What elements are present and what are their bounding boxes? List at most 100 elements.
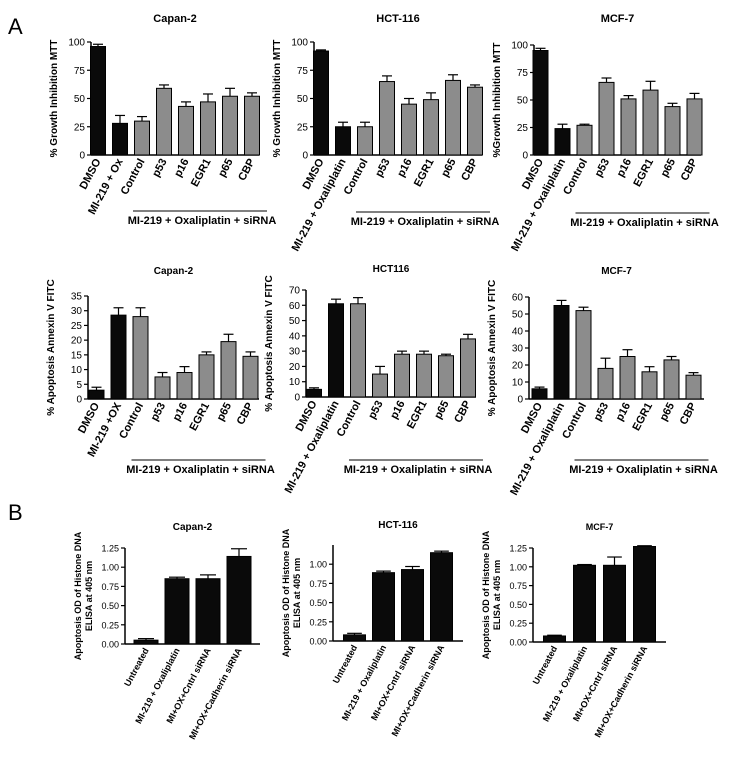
x-tick-label: p16 bbox=[615, 157, 635, 179]
bar bbox=[553, 305, 570, 400]
y-axis-label-line: Apoptosis OD of Histone DNA bbox=[73, 531, 83, 660]
x-tick-label: EGR1 bbox=[405, 399, 430, 431]
x-tick-label: p16 bbox=[388, 399, 408, 421]
bar bbox=[195, 578, 221, 645]
bar bbox=[642, 89, 659, 156]
x-tick-label: CBP bbox=[678, 401, 700, 427]
bar bbox=[154, 376, 171, 400]
panel-label-b: B bbox=[8, 500, 23, 525]
bar bbox=[313, 50, 329, 156]
chart-4: Capan-2 0 5 10 15 20 25 30 35 % Apoptosis Annexin… bbox=[46, 266, 275, 476]
chart-title: HCT116 bbox=[373, 264, 410, 275]
chart-title: Capan-2 bbox=[154, 266, 194, 277]
bar bbox=[460, 338, 476, 398]
chart-title: Capan-2 bbox=[153, 13, 196, 25]
x-tick-label: CBP bbox=[679, 157, 701, 183]
chart-8: HCT-116 0.00 0.25 0.50 0.75 1.00 Apoptosis OD … bbox=[281, 520, 463, 738]
bar bbox=[220, 341, 237, 400]
bar bbox=[532, 50, 549, 156]
y-axis-label-line: Apoptosis OD of Histone DNA bbox=[281, 528, 291, 657]
group-label: MI-219 + Oxaliplatin + siRNA bbox=[126, 464, 275, 476]
y-tick-label: 1.25 bbox=[101, 544, 119, 554]
x-tick-label: p53 bbox=[593, 157, 613, 179]
y-tick-label: 30 bbox=[71, 306, 83, 317]
y-tick-label: 0.25 bbox=[101, 620, 119, 630]
bar bbox=[620, 98, 637, 156]
bar bbox=[575, 310, 592, 400]
bar bbox=[554, 128, 571, 156]
chart-title: HCT-116 bbox=[378, 520, 418, 531]
y-tick-label: 75 bbox=[297, 66, 309, 77]
y-tick-label: 50 bbox=[289, 316, 301, 327]
y-tick-label: 0 bbox=[522, 151, 528, 162]
bar bbox=[686, 98, 703, 156]
y-tick-label: 0.25 bbox=[309, 617, 327, 627]
x-tick-label: CBP bbox=[236, 157, 258, 183]
y-axis-label-line: ELISA at 405 nm bbox=[84, 561, 94, 631]
y-axis-label-line: ELISA at 405 nm bbox=[292, 558, 302, 628]
x-tick-label: EGR1 bbox=[189, 157, 214, 189]
y-axis-label: % Apoptosis Annexin V FITC bbox=[264, 275, 275, 411]
bar bbox=[663, 359, 680, 400]
bar bbox=[88, 389, 105, 400]
y-tick-label: 20 bbox=[512, 361, 524, 372]
bar bbox=[200, 101, 216, 156]
y-tick-label: 50 bbox=[297, 94, 309, 105]
y-tick-label: 100 bbox=[68, 38, 85, 49]
y-tick-label: 10 bbox=[289, 377, 301, 388]
group-label: MI-219 + Oxaliplatin + siRNA bbox=[344, 464, 493, 476]
x-tick-label: CBP bbox=[459, 157, 481, 183]
y-tick-label: 70 bbox=[289, 286, 301, 297]
bar bbox=[176, 372, 193, 400]
y-tick-label: 0 bbox=[302, 151, 308, 162]
y-tick-label: 1.25 bbox=[509, 544, 527, 554]
y-tick-label: 10 bbox=[512, 378, 524, 389]
x-tick-label: p16 bbox=[614, 401, 634, 423]
x-tick-label: p53 bbox=[366, 399, 386, 421]
y-tick-label: 20 bbox=[71, 336, 83, 347]
bar bbox=[401, 103, 417, 156]
bar bbox=[134, 120, 150, 156]
bar bbox=[372, 572, 395, 642]
x-tick-label: EGR1 bbox=[630, 401, 655, 433]
group-label: MI-219 + Oxaliplatin + siRNA bbox=[128, 215, 277, 227]
y-tick-label: 0.50 bbox=[509, 600, 527, 610]
bar bbox=[242, 355, 259, 400]
x-tick-label: Untreated bbox=[531, 644, 560, 686]
y-tick-label: 10 bbox=[71, 365, 83, 376]
y-axis-label-line: ELISA at 405 nm bbox=[492, 560, 502, 630]
y-tick-label: 75 bbox=[517, 68, 529, 79]
bar bbox=[619, 356, 636, 400]
bar bbox=[664, 106, 681, 156]
y-tick-label: 0.75 bbox=[509, 581, 527, 591]
bar bbox=[343, 634, 366, 642]
bar bbox=[445, 79, 461, 156]
y-tick-label: 30 bbox=[289, 347, 301, 358]
bar bbox=[633, 545, 656, 643]
bar bbox=[467, 86, 483, 156]
y-axis-label: %Growth Inhibition MTT bbox=[492, 43, 503, 158]
y-axis-label-line: Apoptosis OD of Histone DNA bbox=[481, 530, 491, 659]
bar bbox=[164, 578, 190, 645]
bar bbox=[603, 564, 626, 643]
x-tick-label: p53 bbox=[373, 157, 393, 179]
x-tick-label: p16 bbox=[395, 157, 415, 179]
chart-title: MCF-7 bbox=[601, 13, 635, 25]
chart-title: Capan-2 bbox=[173, 522, 213, 533]
y-tick-label: 1.00 bbox=[309, 560, 327, 570]
y-tick-label: 20 bbox=[289, 362, 301, 373]
bar bbox=[438, 355, 454, 398]
x-tick-label: p53 bbox=[150, 157, 170, 179]
y-tick-label: 25 bbox=[74, 122, 86, 133]
x-tick-label: p65 bbox=[439, 157, 459, 179]
bar bbox=[597, 367, 614, 400]
y-axis-label: Apoptosis OD of Histone DNAELISA at 405 … bbox=[281, 528, 302, 657]
x-tick-label: p65 bbox=[215, 401, 235, 423]
y-tick-label: 35 bbox=[71, 292, 83, 303]
bar bbox=[423, 99, 439, 156]
bar bbox=[90, 46, 106, 156]
x-tick-label: Untreated bbox=[331, 643, 360, 685]
bar bbox=[401, 569, 424, 642]
y-axis-label: % Apoptosis Annexin V FITC bbox=[487, 280, 498, 416]
y-tick-label: 0.75 bbox=[309, 579, 327, 589]
